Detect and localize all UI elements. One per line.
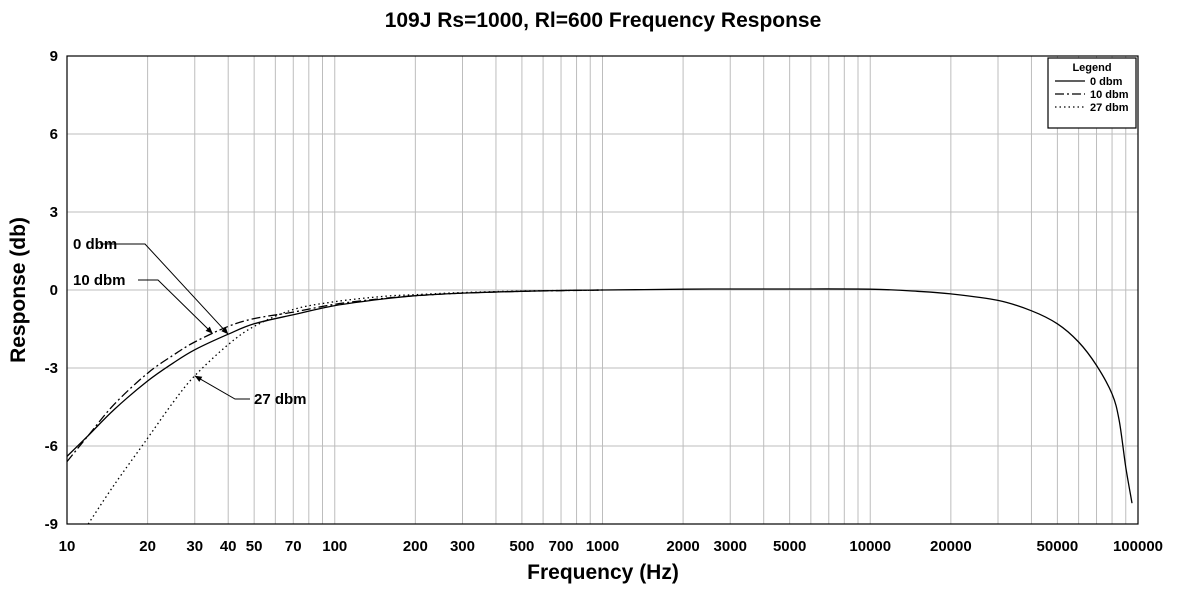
legend-entry: 0 dbm — [1090, 76, 1123, 88]
x-tick-label: 20 — [139, 538, 156, 555]
x-tick-label: 200 — [403, 538, 428, 555]
x-tick-label: 3000 — [714, 538, 747, 555]
annotation-label: 10 dbm — [73, 272, 126, 289]
y-tick-label: 9 — [50, 48, 58, 65]
series-layer — [66, 288, 1133, 525]
annotation-leader-line — [138, 279, 214, 334]
y-tick-label: -3 — [45, 360, 58, 377]
annotation-label: 27 dbm — [254, 391, 307, 408]
x-tick-label: 70 — [285, 538, 302, 555]
x-tick-label: 100000 — [1113, 538, 1163, 555]
y-tick-label: 0 — [50, 282, 58, 299]
legend-box — [1047, 57, 1137, 129]
plot-frame — [66, 55, 1139, 525]
series-line-10-dbm — [66, 289, 603, 463]
annotation-arrowhead — [205, 326, 213, 334]
y-tick-label: 6 — [50, 126, 58, 143]
x-tick-label: 20000 — [930, 538, 972, 555]
x-tick-label: 100 — [322, 538, 347, 555]
annotation-leader-line — [194, 375, 250, 400]
x-tick-label: 50 — [246, 538, 263, 555]
legend-entry: 27 dbm — [1090, 102, 1129, 114]
annotation-leader-line — [100, 243, 229, 335]
series-line-0-dbm — [66, 288, 1133, 504]
x-tick-label: 700 — [549, 538, 574, 555]
legend-entry: 10 dbm — [1090, 89, 1129, 101]
y-axis-ticks: 9 6 3 0 -3 -6 -9 — [45, 48, 58, 533]
x-tick-label: 10000 — [849, 538, 891, 555]
y-tick-label: -6 — [45, 438, 58, 455]
x-tick-label: 40 — [220, 538, 237, 555]
x-tick-label: 30 — [186, 538, 203, 555]
x-tick-label: 300 — [450, 538, 475, 555]
annotation-label: 0 dbm — [73, 236, 117, 253]
x-tick-label: 10 — [59, 538, 76, 555]
annotation-arrowhead — [221, 327, 229, 335]
x-tick-label: 500 — [509, 538, 534, 555]
x-tick-label: 50000 — [1037, 538, 1079, 555]
y-tick-label: -9 — [45, 516, 58, 533]
y-tick-label: 3 — [50, 204, 58, 221]
legend-title: Legend — [1072, 62, 1111, 74]
x-tick-label: 2000 — [666, 538, 699, 555]
x-tick-label: 1000 — [586, 538, 619, 555]
y-axis-label: Response (db) — [7, 217, 30, 363]
series-line-27-dbm — [87, 289, 603, 525]
chart-title: 109J Rs=1000, Rl=600 Frequency Response — [385, 9, 822, 32]
grid-lines — [67, 56, 1138, 524]
x-axis-label: Frequency (Hz) — [527, 561, 679, 584]
x-tick-label: 5000 — [773, 538, 806, 555]
annotation-arrowhead — [194, 375, 203, 382]
x-axis-ticks: 10 20 30 40 50 70 100 200 300 500 700 1000 2000 3000 5… — [59, 538, 1163, 555]
annotations: 0 dbm 10 dbm 27 dbm — [73, 236, 307, 408]
